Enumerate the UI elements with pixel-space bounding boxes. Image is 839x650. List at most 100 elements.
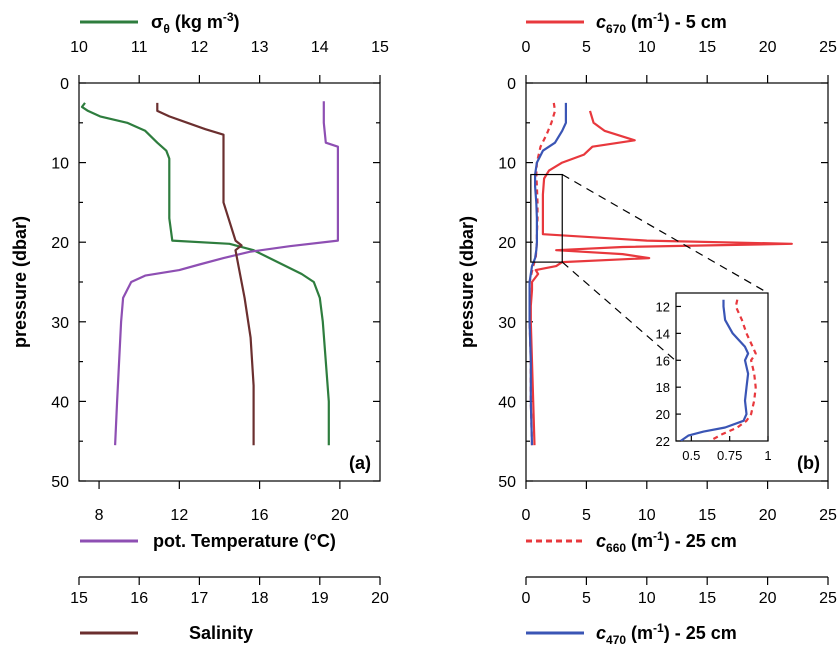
panel-b-bottom-tick-label: 10 — [638, 507, 656, 524]
c670-axis-label-part: ) - 5 cm — [664, 12, 727, 32]
panel-b-y-label: pressure (dbar) — [457, 216, 477, 348]
c660-axis-label-part: (m — [626, 531, 653, 551]
temp-axis-tick-label: 16 — [251, 507, 269, 524]
sigma-axis-tick-label: 12 — [191, 39, 209, 56]
inset-y-tick-label: 16 — [656, 353, 670, 368]
panel-b-bottom2-axis-tick-label: 15 — [698, 590, 716, 607]
sigma-subscript: θ — [163, 22, 170, 36]
panel-a-y-tick-label: 50 — [51, 474, 69, 491]
panel-b-top-tick-label: 5 — [582, 39, 591, 56]
panel-b-bottom2-axis: 0 5 10 15 20 25 — [522, 576, 837, 607]
panel-b-top-tick-label: 10 — [638, 39, 656, 56]
c470-axis-label-part: -1 — [653, 621, 664, 635]
sigma-axis-tick-label: 11 — [131, 39, 148, 56]
salinity-axis-tick-label: 17 — [191, 590, 209, 607]
c660-axis-label-part: 660 — [606, 541, 626, 555]
c470-axis-label-part: ) - 25 cm — [664, 623, 737, 643]
panel-a-series-temp — [114, 101, 339, 446]
inset-y-tick-label: 20 — [656, 407, 670, 422]
panel-a-y-tick-label: 20 — [51, 235, 69, 252]
panel-b-y-tick-label: 10 — [498, 156, 516, 173]
panel-b-bottom2-axis-tick-label: 0 — [522, 590, 531, 607]
inset-series-c470 — [679, 299, 750, 441]
sigma-axis-label: σθ (kg m-3) — [151, 10, 240, 36]
panel-a-y-label: pressure (dbar) — [10, 216, 30, 348]
panel-b-y-tick-label: 50 — [498, 474, 516, 491]
inset-y-tick-label: 12 — [656, 299, 670, 314]
panel-a-y-tick-label: 30 — [51, 315, 69, 332]
panel-a-label: (a) — [349, 453, 371, 473]
c660-axis-label: c660 (m-1) - 25 cm — [596, 529, 737, 555]
c470-axis-label: c470 (m-1) - 25 cm — [596, 621, 737, 645]
sigma-symbol: σ — [151, 12, 163, 32]
salinity-axis-tick-label: 20 — [371, 590, 389, 607]
panel-a-series-sigma — [80, 102, 330, 446]
temp-axis-tick-label: 12 — [170, 507, 188, 524]
panel-b-y-tick-label: 20 — [498, 235, 516, 252]
panel-b-bottom-tick-label: 5 — [582, 507, 591, 524]
inset-x-tick-label: 1 — [764, 448, 771, 463]
c470-axis-label-part: c — [596, 623, 606, 643]
sigma-axis-tick-label: 15 — [371, 39, 389, 56]
inset-plot — [679, 299, 757, 441]
salinity-axis: 15 16 17 18 19 20 — [70, 576, 389, 607]
panel-b-y-tick-label: 30 — [498, 315, 516, 332]
panel-b-top-tick-label: 15 — [698, 39, 716, 56]
temp-axis-tick-label: 20 — [331, 507, 349, 524]
sigma-axis-tick-label: 14 — [311, 39, 329, 56]
panel-b-y-tick-label: 0 — [507, 76, 516, 93]
c470-axis-label-part: (m — [626, 623, 653, 643]
panel-a-series-sal — [156, 102, 255, 446]
panel-b-bottom-tick-label: 20 — [759, 507, 777, 524]
panel-b-top-tick-label: 20 — [759, 39, 777, 56]
c670-axis-label-part: c — [596, 12, 606, 32]
panel-b-bottom2-axis-tick-label: 10 — [638, 590, 656, 607]
temp-axis-label: pot. Temperature (°C) — [153, 531, 336, 551]
salinity-axis-tick-label: 16 — [130, 590, 148, 607]
inset-x-tick-label: 0.5 — [682, 448, 700, 463]
temp-axis-tick-label: 8 — [95, 507, 104, 524]
inset-y-tick-label: 14 — [656, 326, 670, 341]
panel-b-series-670 — [529, 110, 793, 446]
panel-a-y-tick-label: 40 — [51, 394, 69, 411]
panel-b-series-470 — [528, 102, 568, 446]
c470-axis-label-part: 470 — [606, 633, 626, 645]
c660-axis-label-part: ) - 25 cm — [664, 531, 737, 551]
zoom-connector-top — [561, 174, 769, 294]
panel-b-top-tick-label: 0 — [522, 39, 531, 56]
sigma-axis-tick-label: 13 — [251, 39, 269, 56]
salinity-axis-tick-label: 15 — [70, 590, 88, 607]
c670-axis-label-part: (m — [626, 12, 653, 32]
inset-series-c660 — [709, 299, 757, 441]
zoom-box — [530, 173, 563, 263]
panel-a-y-tick-label: 0 — [60, 76, 69, 93]
c670-axis-label-part: -1 — [653, 10, 664, 24]
c670-axis-label: c670 (m-1) - 5 cm — [596, 10, 727, 36]
c660-axis-label-part: -1 — [653, 529, 664, 543]
panel-b-label: (b) — [797, 453, 820, 473]
salinity-axis-label: Salinity — [189, 623, 253, 643]
panel-b-bottom2-axis-tick-label: 5 — [582, 590, 591, 607]
panel-a-y-tick-label: 10 — [51, 156, 69, 173]
salinity-axis-tick-label: 19 — [311, 590, 329, 607]
inset-y-tick-label: 18 — [656, 380, 670, 395]
panel-b-bottom2-axis-tick-label: 20 — [759, 590, 777, 607]
panel-a-frame — [78, 82, 381, 482]
sigma-units: (kg m — [170, 12, 223, 32]
c670-axis-label-part: 670 — [606, 22, 626, 36]
c660-axis-label-part: c — [596, 531, 606, 551]
salinity-axis-tick-label: 18 — [251, 590, 269, 607]
sigma-axis-tick-label: 10 — [70, 39, 88, 56]
panel-b-y-tick-label: 40 — [498, 394, 516, 411]
sigma-units-sup: -3 — [223, 10, 234, 24]
inset-y-tick-label: 22 — [656, 434, 670, 449]
inset-frame — [675, 292, 769, 442]
inset-x-tick-label: 0.75 — [717, 448, 742, 463]
panel-b-bottom-tick-label: 25 — [819, 507, 837, 524]
panel-b-bottom-tick-label: 0 — [522, 507, 531, 524]
sigma-units-close: ) — [234, 12, 240, 32]
panel-b-bottom2-axis-tick-label: 25 — [819, 590, 837, 607]
panel-b-top-tick-label: 25 — [819, 39, 837, 56]
